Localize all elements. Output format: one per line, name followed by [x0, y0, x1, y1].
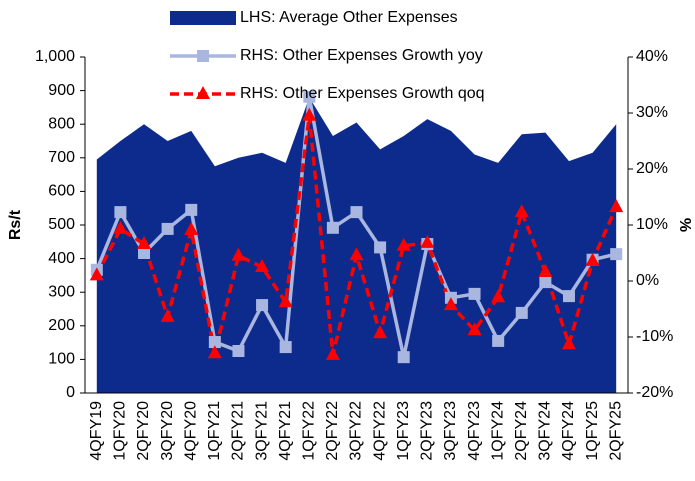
y-tick-label: 1,000 [35, 48, 75, 65]
x-tick-label: 3QFY24 [537, 401, 554, 461]
marker [374, 241, 387, 254]
x-tick-label: 2QFY23 [419, 401, 436, 461]
marker [161, 222, 174, 235]
marker [467, 322, 482, 336]
marker [539, 276, 552, 289]
y2-tick-label: 20% [636, 160, 668, 177]
x-tick-label: 4QFY23 [466, 401, 483, 461]
y-tick-label: 0 [66, 384, 75, 401]
marker [585, 252, 600, 266]
marker [279, 341, 292, 354]
marker [137, 236, 152, 250]
x-tick-label: 4QFY21 [277, 401, 294, 461]
marker [373, 325, 388, 339]
plot-layer [89, 90, 624, 393]
x-tick-label: 4QFY20 [182, 401, 199, 461]
x-tick-label: 1QFY22 [301, 401, 318, 461]
legend-label: LHS: Average Other Expenses [240, 9, 458, 26]
y-axis-title: Rs/t [7, 209, 24, 240]
marker [256, 299, 269, 312]
marker [350, 206, 363, 219]
marker [184, 222, 199, 236]
y2-tick-label: 10% [636, 216, 668, 233]
marker [562, 290, 575, 303]
x-tick-label: 1QFY20 [112, 401, 129, 461]
y2-tick-label: 0% [636, 272, 659, 289]
marker [561, 336, 576, 350]
y-tick-label: 400 [48, 250, 75, 267]
marker [609, 199, 624, 213]
x-tick-label: 3QFY23 [442, 401, 459, 461]
x-tick-label: 2QFY25 [607, 401, 624, 461]
marker [468, 287, 481, 300]
marker [397, 351, 410, 364]
marker [610, 248, 623, 261]
y2-tick-label: 40% [636, 48, 668, 65]
marker [326, 221, 339, 234]
marker [138, 247, 151, 259]
marker [302, 107, 317, 121]
x-tick-label: 1QFY24 [489, 401, 506, 461]
x-tick-label: 4QFY19 [88, 401, 105, 461]
marker [491, 289, 506, 303]
legend-label: RHS: Other Expenses Growth qoq [240, 85, 485, 102]
x-tick-label: 4QFY22 [371, 401, 388, 461]
x-tick-label: 2QFY24 [513, 401, 530, 461]
y2-tick-label: -10% [636, 328, 673, 345]
marker [325, 346, 340, 360]
legend-marker [196, 86, 210, 99]
y-tick-label: 700 [48, 149, 75, 166]
x-tick-label: 2QFY20 [135, 401, 152, 461]
marker [113, 220, 128, 234]
x-tick-label: 3QFY21 [253, 401, 270, 461]
x-tick-label: 3QFY20 [159, 401, 176, 461]
marker [349, 247, 364, 261]
y2-axis-title: % [676, 218, 693, 232]
y-tick-label: 500 [48, 216, 75, 233]
y-tick-label: 200 [48, 317, 75, 334]
x-tick-label: 3QFY22 [348, 401, 365, 461]
y-tick-label: 300 [48, 283, 75, 300]
marker [396, 237, 411, 251]
marker [278, 294, 293, 308]
area [96, 97, 617, 393]
y-tick-label: 900 [48, 82, 75, 99]
marker [114, 206, 127, 219]
y-tick-label: 600 [48, 183, 75, 200]
marker [443, 297, 458, 311]
y-tick-label: 800 [48, 115, 75, 132]
y2-tick-label: 30% [636, 104, 668, 121]
marker [89, 267, 104, 281]
marker [303, 90, 316, 103]
marker [420, 234, 435, 248]
marker [208, 336, 221, 349]
marker [255, 259, 270, 272]
x-tick-label: 1QFY25 [584, 401, 601, 461]
x-tick-label: 2QFY22 [324, 401, 341, 461]
marker [514, 204, 529, 218]
y2-tick-label: -20% [636, 384, 673, 401]
marker [207, 345, 222, 359]
x-tick-label: 2QFY21 [230, 401, 247, 461]
x-tick-label: 1QFY23 [395, 401, 412, 461]
marker [160, 308, 175, 322]
marker [231, 247, 246, 261]
marker [538, 264, 553, 278]
legend-label: RHS: Other Expenses Growth yoy [240, 47, 483, 64]
marker [232, 345, 245, 357]
x-tick-label: 4QFY24 [560, 401, 577, 461]
x-tick-label: 1QFY21 [206, 401, 223, 461]
marker [515, 306, 528, 319]
y-tick-label: 100 [48, 351, 75, 368]
marker [492, 334, 505, 347]
legend-marker [197, 50, 209, 62]
marker [185, 203, 198, 216]
legend-swatch [170, 11, 236, 25]
